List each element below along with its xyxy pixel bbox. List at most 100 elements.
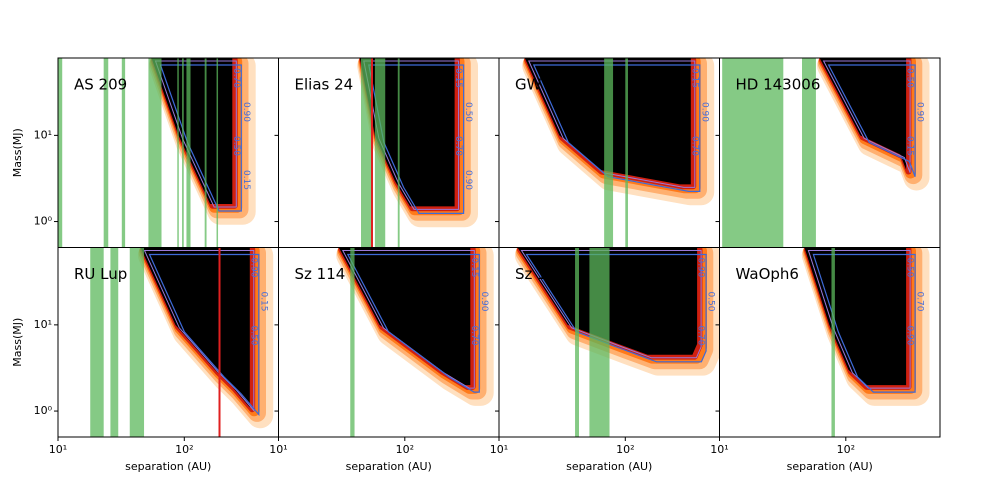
contour-label: 0.15 (258, 291, 268, 311)
contour-label: 0.90 (915, 102, 925, 122)
region (151, 58, 233, 204)
contour-label: 0.50 (905, 257, 915, 277)
contour-label: 0.70 (231, 68, 241, 88)
panel (514, 247, 720, 437)
band (110, 247, 119, 437)
contour-label: 0.15 (241, 170, 251, 190)
contour-label: 0.70 (453, 136, 463, 156)
y-axis-label: Mass(MJ) (11, 128, 24, 177)
region (140, 247, 250, 408)
band (589, 247, 610, 437)
x-tick-label: 10² (396, 443, 414, 456)
contour (528, 60, 696, 188)
contour-label: 0.90 (905, 325, 915, 345)
y-tick-label: 10⁰ (34, 404, 53, 417)
contour (827, 64, 916, 177)
contour (143, 250, 255, 412)
region (804, 247, 907, 386)
region (819, 58, 907, 170)
contour-label: 0.15 (905, 136, 915, 156)
band (397, 58, 400, 248)
x-axis-label: separation (AU) (346, 460, 432, 473)
panel-title: Elias 24 (295, 76, 354, 94)
band (625, 58, 628, 248)
region (338, 247, 471, 386)
contour (822, 60, 911, 173)
contour (525, 253, 707, 363)
band (103, 58, 109, 248)
x-tick-label: 10² (837, 443, 855, 456)
panel (522, 58, 715, 248)
contour-label: 0.50 (463, 102, 473, 122)
panel-title: HD 143006 (736, 76, 821, 94)
band (722, 58, 784, 248)
panel (357, 58, 478, 248)
panel-title: AS 209 (74, 76, 127, 94)
contour-label: 0.90 (696, 257, 706, 277)
contour-label: 0.50 (231, 136, 241, 156)
contour-label: 0.90 (248, 257, 258, 277)
contour-label: 0.50 (706, 291, 716, 311)
contour-label: 0.70 (915, 291, 925, 311)
panel (801, 247, 930, 437)
x-tick-label: 10¹ (490, 443, 508, 456)
band (182, 58, 184, 248)
contour-label: 0.15 (453, 68, 463, 88)
y-tick-label: 10¹ (34, 318, 52, 331)
panel-title: RU Lup (74, 265, 127, 283)
contour-label: 0.70 (689, 136, 699, 156)
panel (336, 247, 494, 437)
band (121, 58, 126, 248)
panel (722, 58, 930, 248)
contour-label: 0.90 (241, 102, 251, 122)
x-tick-label: 10¹ (710, 443, 728, 456)
band (129, 247, 145, 437)
panel-title: WaOph6 (736, 265, 799, 283)
x-tick-label: 10² (616, 443, 634, 456)
contour-label: 0.90 (699, 102, 709, 122)
x-tick-label: 10¹ (269, 443, 287, 456)
x-tick-label: 10² (175, 443, 193, 456)
band (361, 58, 372, 248)
band (204, 58, 207, 248)
contour-label: 0.90 (479, 291, 489, 311)
contour-label: 0.50 (248, 325, 258, 345)
contour-label: 0.15 (469, 257, 479, 277)
y-tick-label: 10⁰ (34, 215, 53, 228)
contour-label: 0.15 (689, 68, 699, 88)
band (350, 247, 355, 437)
band (575, 247, 580, 437)
band (604, 58, 614, 248)
panel (90, 247, 274, 437)
y-axis-label: Mass(MJ) (11, 318, 24, 367)
panel-title: Sz 129 (515, 265, 566, 283)
x-axis-label: separation (AU) (125, 460, 211, 473)
band (90, 247, 104, 437)
contour (532, 64, 701, 192)
band (58, 58, 63, 248)
x-tick-label: 10¹ (49, 443, 67, 456)
contour-label: 0.70 (469, 325, 479, 345)
band (374, 58, 386, 248)
panel-title: Sz 114 (295, 265, 346, 283)
panel-title: GW Lup (515, 76, 573, 94)
contour-label: 0.50 (905, 68, 915, 88)
contour (812, 253, 916, 393)
band (802, 58, 816, 248)
contour-label: 0.90 (463, 170, 473, 190)
band (177, 58, 179, 248)
band (148, 58, 162, 248)
contour-label: 0.70 (696, 325, 706, 345)
band (186, 58, 191, 248)
panel (58, 58, 256, 248)
contour (341, 250, 475, 389)
frame (719, 247, 941, 438)
y-tick-label: 10¹ (34, 128, 52, 141)
x-axis-label: separation (AU) (566, 460, 652, 473)
contour (520, 250, 702, 359)
x-axis-label: separation (AU) (787, 460, 873, 473)
band (831, 247, 835, 437)
band (216, 58, 219, 248)
contour (148, 253, 260, 417)
